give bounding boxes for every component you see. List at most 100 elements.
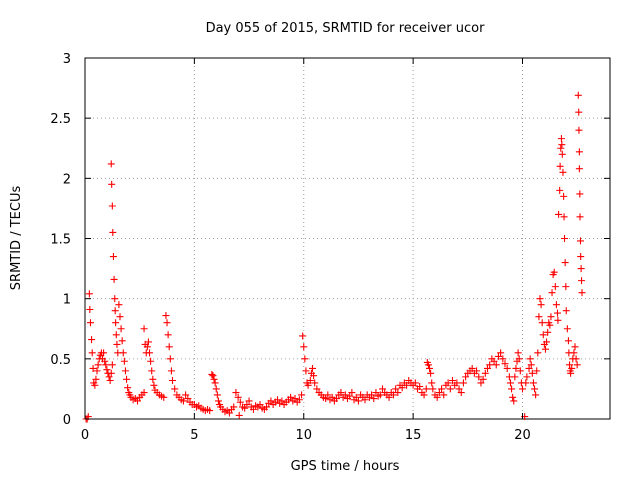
data-point — [558, 150, 566, 158]
data-point — [561, 235, 568, 242]
x-tick-label-1: 5 — [190, 428, 198, 443]
data-point — [422, 385, 430, 393]
data-point — [182, 391, 190, 399]
data-point — [274, 396, 281, 404]
data-point — [209, 372, 217, 380]
data-point — [510, 397, 518, 405]
data-point — [108, 202, 116, 210]
data-point — [302, 367, 310, 375]
data-point — [525, 364, 533, 372]
data-point — [429, 385, 437, 393]
data-point — [295, 396, 303, 404]
data-point — [113, 340, 121, 348]
data-point — [245, 397, 253, 405]
data-point — [494, 352, 502, 360]
data-point — [536, 295, 544, 303]
data-point — [85, 290, 93, 298]
data-point — [392, 385, 400, 393]
data-point — [324, 391, 332, 399]
data-point — [522, 379, 530, 387]
data-point — [213, 391, 221, 399]
data-point — [576, 213, 584, 221]
data-point — [574, 91, 582, 99]
data-point — [328, 393, 336, 401]
data-point — [560, 213, 568, 221]
data-point — [146, 349, 154, 357]
data-point — [106, 376, 114, 384]
data-point — [160, 393, 168, 401]
data-point — [511, 373, 519, 381]
data-point — [263, 403, 271, 411]
data-point — [162, 312, 170, 320]
data-point — [150, 381, 158, 389]
data-point — [509, 393, 517, 401]
data-point — [300, 343, 308, 351]
data-point — [352, 393, 360, 401]
data-point — [112, 319, 120, 327]
data-point — [92, 375, 100, 383]
data-point — [576, 190, 584, 198]
data-point — [538, 319, 546, 327]
data-point — [243, 401, 251, 409]
data-point — [541, 345, 549, 353]
y-tick-label-0: 0 — [63, 413, 71, 428]
data-point — [548, 289, 556, 297]
data-point — [368, 391, 376, 399]
data-point — [107, 369, 115, 377]
data-point — [225, 409, 233, 417]
y-axis-label: SRMTID / TECUs — [9, 186, 24, 291]
data-point — [457, 389, 465, 397]
data-point — [143, 343, 151, 351]
y-tick-label-5: 2.5 — [50, 112, 71, 127]
data-point — [506, 379, 514, 387]
data-point — [516, 367, 524, 375]
data-point — [473, 367, 481, 375]
data-point — [86, 305, 94, 313]
data-point — [560, 192, 568, 200]
data-point — [236, 398, 244, 406]
data-point — [89, 364, 97, 372]
data-point — [108, 180, 116, 188]
data-point — [433, 393, 441, 401]
data-point — [88, 336, 96, 344]
data-point — [568, 364, 576, 372]
data-point — [394, 389, 402, 397]
data-point — [123, 375, 131, 383]
data-point — [118, 337, 126, 345]
data-point — [426, 364, 434, 372]
data-point — [479, 375, 487, 383]
data-point — [140, 389, 148, 397]
data-point — [164, 331, 172, 339]
data-point — [166, 355, 174, 363]
data-point — [577, 253, 585, 261]
data-point — [508, 385, 516, 393]
data-point — [490, 357, 498, 365]
data-point — [309, 364, 316, 372]
data-point — [101, 357, 109, 365]
data-point — [468, 364, 476, 372]
axis-ticks: 0 5 10 15 20 0 0.5 1 1.5 2 2.5 3 — [50, 52, 610, 443]
data-point — [361, 396, 369, 404]
data-point — [570, 349, 578, 357]
data-point — [543, 338, 551, 346]
data-point — [475, 373, 483, 381]
data-point — [455, 385, 463, 393]
data-point — [208, 370, 216, 378]
data-point — [140, 325, 148, 333]
data-point — [559, 168, 567, 176]
data-point — [179, 397, 187, 405]
x-axis-label: GPS time / hours — [291, 459, 400, 474]
x-tick-label-3: 15 — [405, 428, 422, 443]
data-point — [398, 384, 406, 392]
data-point — [453, 379, 461, 387]
data-point — [563, 325, 571, 333]
data-point — [462, 373, 470, 381]
data-point — [497, 349, 505, 357]
data-point — [167, 367, 175, 375]
data-point — [533, 367, 541, 375]
data-point — [348, 389, 356, 397]
data-point — [556, 186, 564, 194]
data-point — [561, 259, 569, 267]
